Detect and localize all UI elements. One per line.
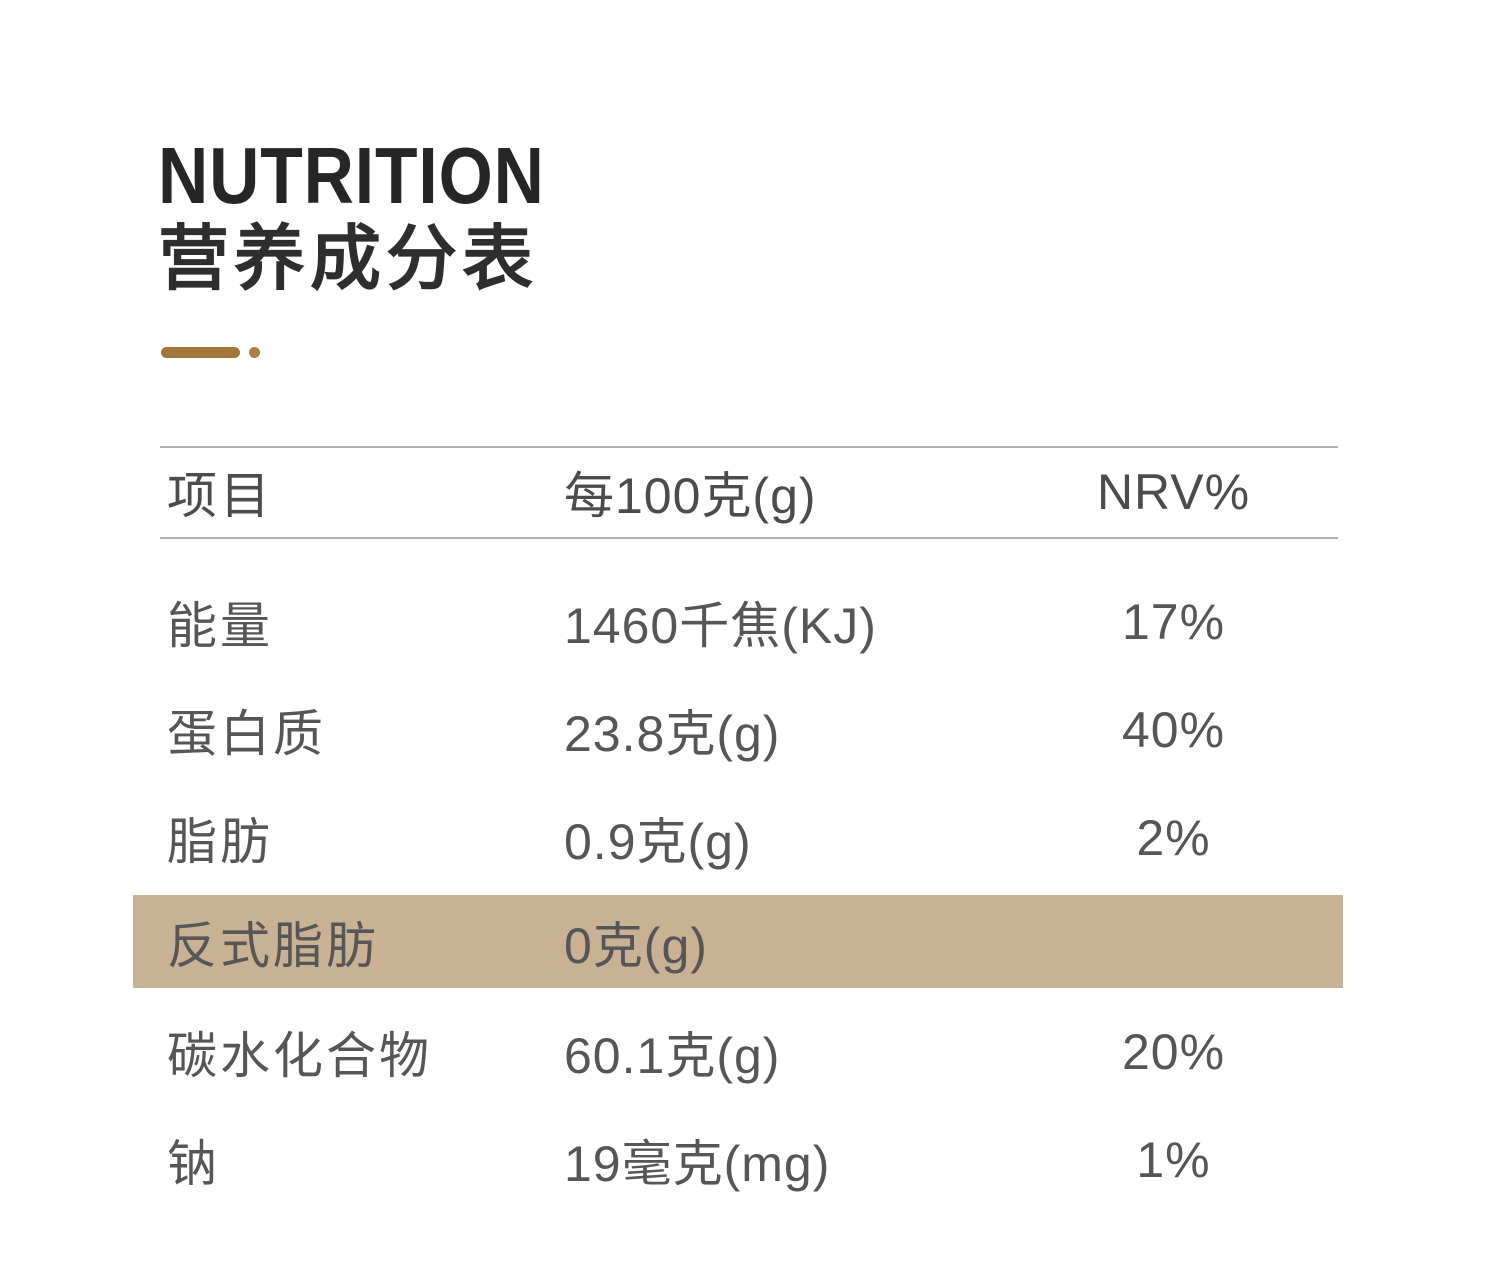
row-nrv: 2% [1136,810,1211,866]
row-nrv: 20% [1121,1024,1226,1080]
row-amount: 1460千焦(KJ) [564,598,877,654]
row-label: 能量 [167,598,273,654]
column-header-nrv: NRV% [1096,463,1251,520]
row-amount: 23.8克(g) [564,706,781,762]
table-header-row: 项目 每100克(g) NRV% [133,446,1343,537]
accent-divider-bar [161,347,240,358]
column-header-per100g: 每100克(g) [564,467,817,524]
page-subtitle: 营养成分表 [158,220,539,299]
column-header-item: 项目 [167,467,273,524]
table-top-rule [160,446,1338,448]
row-label: 蛋白质 [167,706,326,762]
row-amount: 0.9克(g) [564,814,752,870]
row-amount: 60.1克(g) [564,1028,781,1084]
page-title: NUTRITION [158,131,545,220]
accent-divider-dot [249,347,260,358]
row-label: 脂肪 [167,814,273,870]
row-label: 钠 [167,1136,220,1192]
row-label: 碳水化合物 [167,1028,432,1084]
row-amount: 0克(g) [564,917,708,974]
row-nrv: 17% [1121,594,1226,650]
table-row: 能量 1460千焦(KJ) 17% [133,568,1343,676]
row-label: 反式脂肪 [167,917,379,974]
table-header-rule [160,537,1338,539]
table-row: 碳水化合物 60.1克(g) 20% [133,998,1343,1106]
table-row-highlighted: 反式脂肪 0克(g) [133,895,1343,988]
row-nrv: 1% [1136,1132,1211,1188]
row-nrv: 40% [1121,702,1226,758]
row-amount: 19毫克(mg) [564,1136,831,1192]
table-row: 钠 19毫克(mg) 1% [133,1106,1343,1214]
table-row: 脂肪 0.9克(g) 2% [133,784,1343,892]
table-row: 蛋白质 23.8克(g) 40% [133,676,1343,784]
